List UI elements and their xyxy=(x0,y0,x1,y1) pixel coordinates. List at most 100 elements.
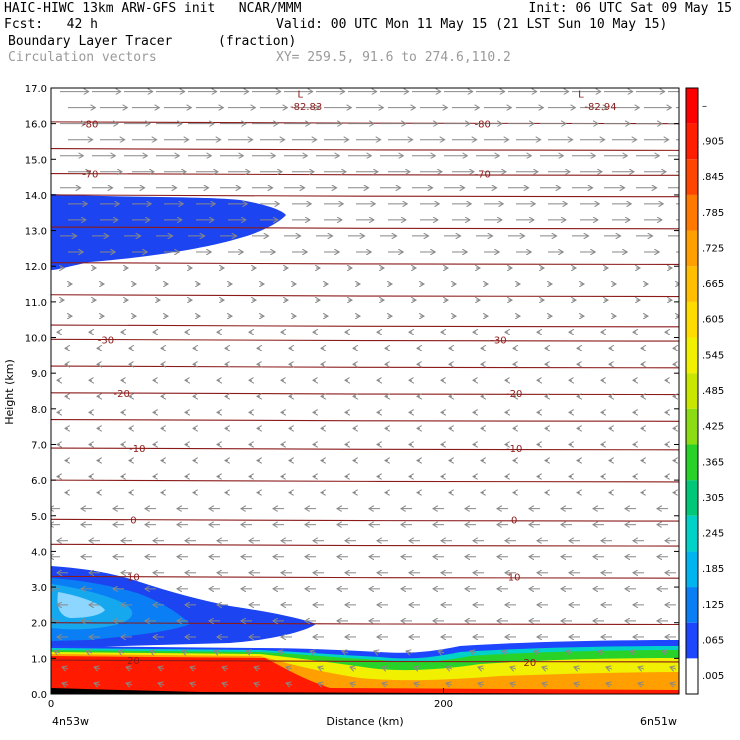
contour-line xyxy=(51,365,679,369)
vector-arrow xyxy=(286,667,293,669)
colorbar-swatch xyxy=(686,480,698,516)
y-tick-label: 9.0 xyxy=(31,369,47,380)
vector-arrow xyxy=(542,667,549,669)
cross-section-endpoints: XY= 259.5, 91.6 to 274.6,110.2 xyxy=(276,50,511,65)
vector-arrow xyxy=(54,651,61,653)
vector-arrow xyxy=(94,683,101,685)
model-title: HAIC-HIWC 13km ARW-GFS init NCAR/MMM xyxy=(4,1,302,16)
y-tick-label: 10.0 xyxy=(25,334,47,345)
colorbar-swatch xyxy=(686,88,698,124)
x-tick-label: 200 xyxy=(434,699,453,710)
colorbar-label: .905 xyxy=(702,136,724,147)
colorbar-label: .365 xyxy=(702,457,724,468)
vector-arrow xyxy=(246,651,253,653)
field-units: (fraction) xyxy=(218,34,297,49)
temperature-contours xyxy=(51,121,679,663)
contour-line xyxy=(51,294,679,298)
lower-plume-inner-3 xyxy=(57,592,105,618)
vector-arrow xyxy=(278,651,285,653)
colorbar-label: .305 xyxy=(702,493,724,504)
colorbar-swatch xyxy=(686,587,698,623)
vector-arrow xyxy=(182,651,189,653)
contour-label: 0 xyxy=(130,515,136,526)
contour-label: -30 xyxy=(98,335,114,346)
colorbar-label: .005 xyxy=(702,671,724,682)
contour-label: 10 xyxy=(508,572,521,583)
vector-arrow xyxy=(638,683,645,685)
colorbar-label: .425 xyxy=(702,422,724,433)
contour-label: 0 xyxy=(511,515,517,526)
vector-arrow xyxy=(190,683,197,685)
contour-line xyxy=(51,575,679,579)
contour-label: -70 xyxy=(475,170,491,181)
contour-line xyxy=(51,194,679,198)
colorbar-swatch xyxy=(686,123,698,160)
vector-arrow xyxy=(478,683,485,685)
contour-labels: -82.83 -82.94 -80 -80 -70 -70 -30 -30 -20 -20 -10 -… xyxy=(82,89,617,669)
x-tick-label: 0 xyxy=(48,699,54,710)
vector-arrow xyxy=(406,651,413,653)
contour-line xyxy=(51,418,679,422)
colorbar-label: .605 xyxy=(702,315,724,326)
y-tick-label: 5.0 xyxy=(31,512,47,523)
vector-arrow xyxy=(438,651,445,653)
y-tick-label: 13.0 xyxy=(25,227,47,238)
vector-arrow xyxy=(254,667,261,669)
y-tick-label: 16.0 xyxy=(25,120,47,131)
contour-line xyxy=(51,518,679,522)
colorbar-swatch xyxy=(686,658,698,694)
colorbar: .005 .065 .125 .185 .245 .305 .365 .425 .485 .545… xyxy=(685,87,724,695)
vector-arrow xyxy=(670,683,677,685)
vector-arrow xyxy=(342,651,349,653)
overlay-name: Circulation vectors xyxy=(8,50,157,65)
colorbar-label: .725 xyxy=(702,243,724,254)
colorbar-swatch xyxy=(686,515,698,552)
vector-arrow xyxy=(382,683,389,685)
contour-line xyxy=(51,173,679,176)
x-left-endpoint: 4n53w xyxy=(52,715,89,728)
y-axis-label: Height (km) xyxy=(3,359,16,425)
contour-label: -82.94 xyxy=(584,102,616,113)
contour-line xyxy=(51,622,679,626)
vector-arrow xyxy=(534,651,541,653)
y-tick-label: 2.0 xyxy=(31,619,47,630)
valid-time: Valid: 00 UTC Mon 11 May 15 (21 LST Sun … xyxy=(276,17,668,32)
y-tick-label: 1.0 xyxy=(31,654,47,665)
colorbar-label: .485 xyxy=(702,386,724,397)
colorbar-swatch xyxy=(686,159,698,195)
contour-line xyxy=(51,324,679,328)
vector-arrow xyxy=(94,667,101,669)
colorbar-swatch xyxy=(686,337,698,374)
low-marker: L xyxy=(578,89,584,100)
contour-label: -10 xyxy=(129,444,145,455)
vector-arrow xyxy=(286,683,293,685)
y-tick-label: 15.0 xyxy=(25,155,47,166)
colorbar-swatch xyxy=(686,230,698,267)
colorbar-label: .545 xyxy=(702,350,724,361)
vector-arrow xyxy=(598,651,605,653)
vector-arrow xyxy=(510,667,517,669)
forecast-hour: Fcst: 42 h xyxy=(4,17,98,32)
vector-arrow xyxy=(414,683,421,685)
colorbar-swatch xyxy=(686,301,698,338)
colorbar-swatch xyxy=(686,408,698,445)
circulation-vectors xyxy=(51,92,679,686)
contour-label: -30 xyxy=(490,335,506,346)
colorbar-swatch xyxy=(686,551,698,588)
terrain xyxy=(51,688,679,694)
vector-arrow xyxy=(254,683,261,685)
contour-line xyxy=(51,226,679,230)
colorbar-label: .785 xyxy=(702,208,724,219)
vector-arrow xyxy=(222,667,229,669)
colorbar-label: – xyxy=(702,101,707,112)
colorbar-swatch xyxy=(686,373,698,409)
vector-arrow xyxy=(630,651,637,653)
contour-label: 20 xyxy=(127,656,140,667)
tracer-field xyxy=(51,194,679,694)
colorbar-label: .065 xyxy=(702,636,724,647)
colorbar-label: .845 xyxy=(702,172,724,183)
vector-arrow xyxy=(606,667,613,669)
vector-arrow xyxy=(350,683,357,685)
field-name: Boundary Layer Tracer xyxy=(8,34,173,49)
